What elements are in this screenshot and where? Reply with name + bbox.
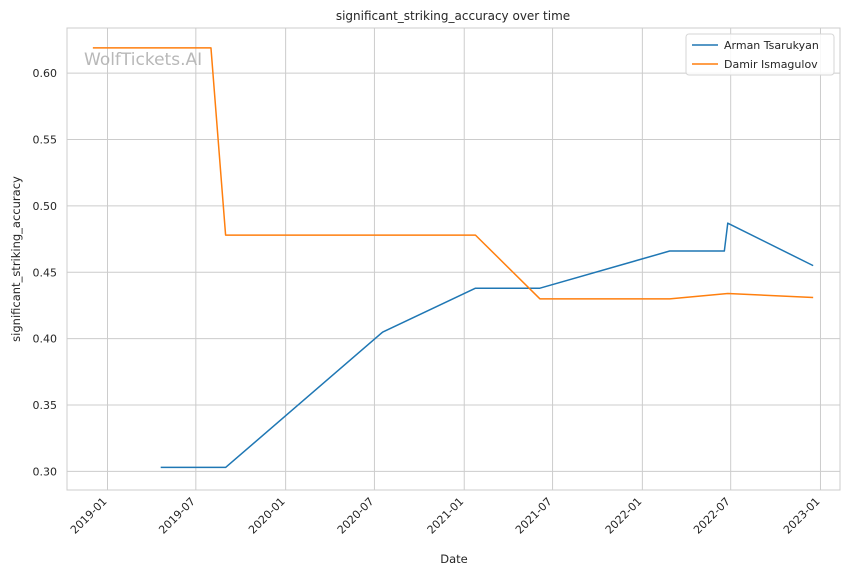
- legend-label-1: Arman Tsarukyan: [724, 39, 819, 52]
- series-line-2: [92, 47, 814, 300]
- plot-frame: [66, 27, 841, 491]
- series-line-1: [160, 222, 814, 469]
- y-tick-label: 0.60: [33, 67, 58, 80]
- watermark: WolfTickets.AI: [84, 50, 202, 70]
- y-axis-title: significant_striking_accuracy: [9, 176, 23, 342]
- chart-title: significant_striking_accuracy over time: [336, 9, 570, 23]
- legend-box: [685, 33, 835, 76]
- y-tick-label: 0.55: [33, 134, 58, 147]
- y-tick-label: 0.50: [33, 200, 58, 213]
- series-layer: [92, 47, 814, 469]
- y-tick-label: 0.45: [33, 266, 58, 279]
- y-tick-label: 0.35: [33, 399, 58, 412]
- legend-label-2: Damir Ismagulov: [724, 58, 818, 71]
- x-axis-title: Date: [440, 552, 468, 566]
- grid-lines: [67, 28, 840, 490]
- y-axis: 0.30 0.35 0.40 0.45 0.50 0.55 0.60: [33, 67, 58, 478]
- y-tick-label: 0.40: [33, 333, 58, 346]
- legend: Arman Tsarukyan Damir Ismagulov: [685, 33, 835, 76]
- y-tick-label: 0.30: [33, 465, 58, 478]
